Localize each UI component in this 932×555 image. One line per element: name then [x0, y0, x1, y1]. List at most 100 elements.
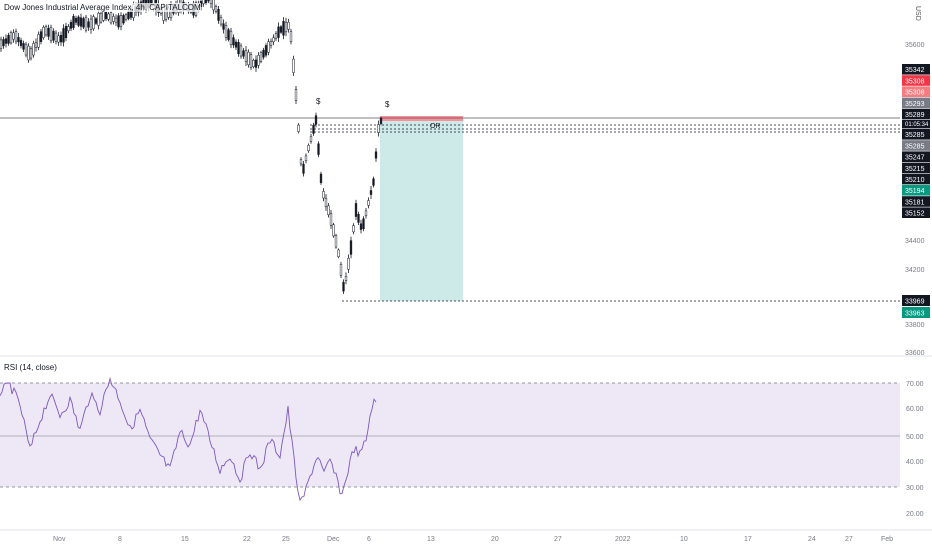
- candle-body: [54, 32, 58, 42]
- candle-body: [209, 0, 213, 5]
- candle-body: [37, 34, 40, 48]
- candle-body: [329, 213, 333, 226]
- candle-body: [127, 11, 130, 19]
- candle-body: [287, 21, 290, 30]
- candle-body: [67, 26, 70, 32]
- rsi-tick: 70.00: [906, 381, 924, 388]
- candle-body: [74, 18, 78, 23]
- time-label: 2022: [615, 536, 631, 543]
- candle-body: [339, 264, 343, 276]
- price-tick: 34400: [905, 238, 925, 245]
- price-tag-bg: [902, 295, 930, 306]
- time-label: 27: [554, 536, 562, 543]
- candle-body: [4, 38, 8, 44]
- candle-body: [212, 0, 215, 11]
- price-tag-bg: [902, 120, 930, 129]
- candle-body: [357, 214, 360, 223]
- candle-body: [244, 49, 248, 63]
- rsi-tick: 20.00: [906, 511, 924, 518]
- candle-body: [102, 11, 105, 21]
- time-label: 8: [118, 536, 122, 543]
- price-tick: 34200: [905, 267, 925, 274]
- candle-body: [109, 12, 113, 24]
- time-label: 22: [243, 536, 251, 543]
- candle-body: [72, 16, 75, 28]
- candle-body: [249, 54, 253, 68]
- price-tag-bg: [902, 129, 930, 140]
- position-label: OR: [430, 123, 441, 130]
- candle-body: [297, 124, 300, 132]
- candle-body: [214, 6, 218, 12]
- candle-body: [342, 281, 345, 292]
- take-profit-zone[interactable]: [380, 121, 463, 301]
- candle-body: [379, 118, 383, 124]
- candle-body: [62, 28, 65, 43]
- rsi-title[interactable]: RSI (14, close): [4, 363, 57, 372]
- candle-body: [294, 89, 298, 101]
- candle-body: [87, 21, 90, 28]
- rsi-band: [0, 383, 900, 487]
- price-tag-bg: [902, 207, 930, 218]
- candle-body: [222, 23, 225, 30]
- candle-body: [364, 210, 368, 217]
- candle-body: [79, 17, 83, 27]
- time-label: 17: [744, 536, 752, 543]
- candle-body: [19, 40, 23, 46]
- rsi-tick: 40.00: [906, 459, 924, 466]
- candle-body: [314, 115, 318, 125]
- candle-body: [354, 203, 358, 217]
- time-label: 24: [808, 536, 816, 543]
- price-tag-label: 35181: [905, 199, 925, 206]
- time-label: Dec: [327, 536, 340, 543]
- candle-body: [234, 41, 238, 48]
- candle-body: [262, 49, 265, 58]
- candle-body: [362, 218, 365, 229]
- price-tag-label: 35285: [905, 143, 925, 150]
- candle-body: [112, 16, 115, 22]
- candle-body: [207, 0, 210, 2]
- price-tick: 33600: [905, 350, 925, 357]
- price-tag-bg: [902, 140, 930, 151]
- candle-body: [257, 55, 260, 66]
- candle-body: [227, 29, 230, 40]
- candle-body: [372, 178, 375, 186]
- candle-body: [324, 197, 328, 208]
- price-tag-label: 35210: [905, 177, 925, 184]
- price-tag-bg: [902, 108, 930, 120]
- price-tag-label: 33963: [905, 311, 925, 318]
- price-tag-label: 35215: [905, 166, 925, 173]
- candle-body: [237, 42, 240, 54]
- candle-body: [59, 35, 63, 43]
- candle-body: [277, 26, 280, 38]
- candle-body: [39, 31, 43, 42]
- stop-loss-zone[interactable]: [380, 116, 463, 121]
- rsi-line[interactable]: [0, 376, 377, 502]
- candle-body: [327, 205, 330, 216]
- candle-body: [367, 200, 370, 206]
- candle-body: [47, 28, 50, 37]
- bottom-price-tags: 33969 33963: [902, 295, 930, 318]
- candle-body: [29, 48, 33, 59]
- price-tag-bg: [902, 173, 930, 185]
- candle-body: [274, 33, 278, 39]
- candle-body: [252, 60, 255, 67]
- candle-body: [337, 249, 340, 258]
- time-label: 27: [845, 536, 853, 543]
- candle-body: [259, 52, 263, 62]
- candle-body: [202, 0, 205, 4]
- price-tag-label: 35293: [905, 101, 925, 108]
- candle-body: [304, 155, 308, 162]
- chart-title[interactable]: Dow Jones Industrial Average Index, 4h, …: [4, 3, 201, 12]
- candle-body: [242, 50, 245, 57]
- candle-body: [347, 257, 350, 270]
- candle-body: [64, 26, 68, 38]
- candle-body: [322, 191, 325, 199]
- candle-body: [254, 59, 258, 68]
- price-tag-label: 35342: [905, 67, 925, 74]
- candle-body: [299, 159, 303, 165]
- candle-body: [232, 37, 235, 46]
- time-label: 15: [181, 536, 189, 543]
- candle-body: [22, 43, 25, 50]
